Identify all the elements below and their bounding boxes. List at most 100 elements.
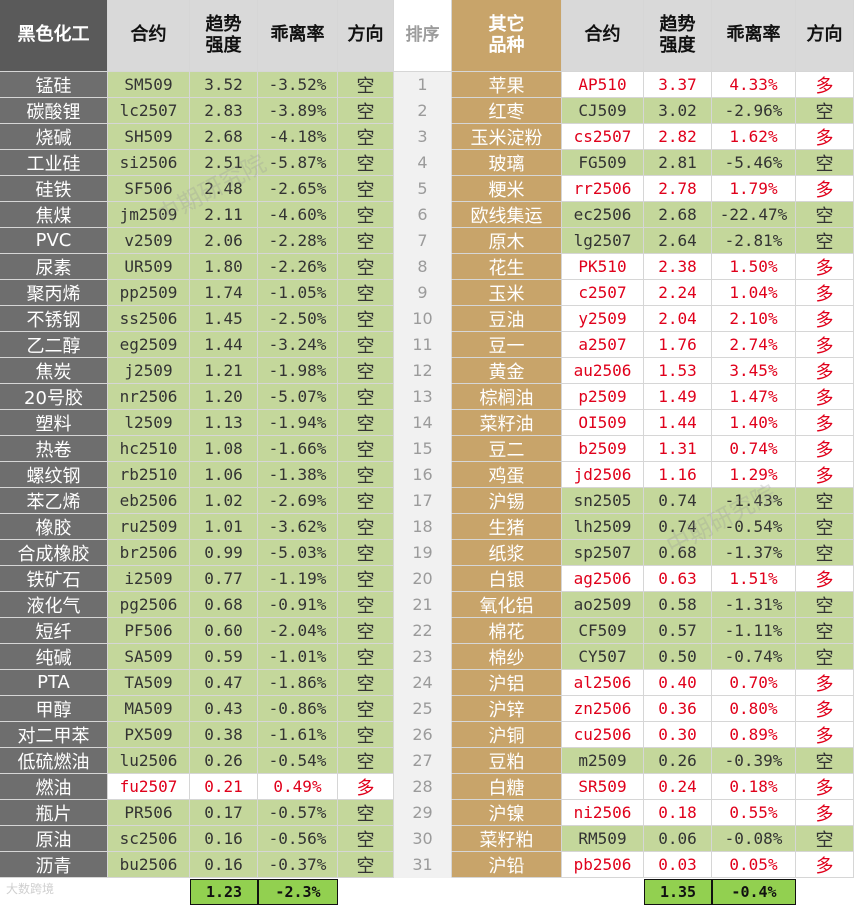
right-direction: 多 bbox=[796, 358, 854, 384]
rank-number: 1 bbox=[394, 72, 452, 98]
left-deviation-rate: -0.86% bbox=[258, 696, 338, 722]
footer-right-avg-deviation: -0.4% bbox=[712, 879, 796, 905]
right-product-name: 白银 bbox=[452, 566, 562, 592]
left-deviation-rate: -4.60% bbox=[258, 202, 338, 228]
left-deviation-rate: -1.86% bbox=[258, 670, 338, 696]
left-contract-code: fu2507 bbox=[108, 774, 190, 800]
right-deviation-rate: 1.51% bbox=[712, 566, 796, 592]
left-trend-strength: 1.02 bbox=[190, 488, 258, 514]
right-direction: 多 bbox=[796, 332, 854, 358]
left-trend-strength: 1.01 bbox=[190, 514, 258, 540]
left-trend-strength: 1.45 bbox=[190, 306, 258, 332]
left-deviation-rate: -0.56% bbox=[258, 826, 338, 852]
right-trend-strength: 1.53 bbox=[644, 358, 712, 384]
right-contract-code: c2507 bbox=[562, 280, 644, 306]
left-contract-code: PR506 bbox=[108, 800, 190, 826]
left-product-name: 焦炭 bbox=[0, 358, 108, 384]
left-direction: 空 bbox=[338, 540, 394, 566]
right-product-name: 花生 bbox=[452, 254, 562, 280]
right-direction: 空 bbox=[796, 150, 854, 176]
right-trend-strength: 0.74 bbox=[644, 488, 712, 514]
right-deviation-rate: 0.70% bbox=[712, 670, 796, 696]
left-direction: 空 bbox=[338, 280, 394, 306]
rank-number: 27 bbox=[394, 748, 452, 774]
left-contract-code: MA509 bbox=[108, 696, 190, 722]
right-direction: 空 bbox=[796, 202, 854, 228]
rank-number: 9 bbox=[394, 280, 452, 306]
right-product-name: 黄金 bbox=[452, 358, 562, 384]
right-trend-strength: 0.50 bbox=[644, 644, 712, 670]
right-contract-code: ni2506 bbox=[562, 800, 644, 826]
header-direction-left: 方向 bbox=[338, 0, 394, 72]
right-deviation-rate: 1.79% bbox=[712, 176, 796, 202]
right-deviation-rate: -1.31% bbox=[712, 592, 796, 618]
left-contract-code: sc2506 bbox=[108, 826, 190, 852]
left-product-name: 橡胶 bbox=[0, 514, 108, 540]
right-direction: 多 bbox=[796, 774, 854, 800]
left-deviation-rate: -2.69% bbox=[258, 488, 338, 514]
right-deviation-rate: -0.54% bbox=[712, 514, 796, 540]
right-trend-strength: 0.06 bbox=[644, 826, 712, 852]
right-product-name: 豆一 bbox=[452, 332, 562, 358]
left-direction: 空 bbox=[338, 436, 394, 462]
right-direction: 多 bbox=[796, 696, 854, 722]
right-trend-strength: 1.31 bbox=[644, 436, 712, 462]
right-deviation-rate: 0.55% bbox=[712, 800, 796, 826]
header-strength-right-line1: 趋势 bbox=[659, 13, 696, 35]
left-trend-strength: 1.13 bbox=[190, 410, 258, 436]
right-trend-strength: 1.16 bbox=[644, 462, 712, 488]
left-direction: 空 bbox=[338, 124, 394, 150]
rank-number: 14 bbox=[394, 410, 452, 436]
left-direction: 空 bbox=[338, 176, 394, 202]
left-direction: 空 bbox=[338, 306, 394, 332]
right-trend-strength: 0.24 bbox=[644, 774, 712, 800]
left-deviation-rate: -5.03% bbox=[258, 540, 338, 566]
rank-number: 20 bbox=[394, 566, 452, 592]
left-direction: 空 bbox=[338, 202, 394, 228]
left-trend-strength: 1.20 bbox=[190, 384, 258, 410]
right-deviation-rate: -0.08% bbox=[712, 826, 796, 852]
left-product-name: 工业硅 bbox=[0, 150, 108, 176]
right-trend-strength: 2.81 bbox=[644, 150, 712, 176]
left-trend-strength: 1.44 bbox=[190, 332, 258, 358]
left-deviation-rate: -1.66% bbox=[258, 436, 338, 462]
left-trend-strength: 1.80 bbox=[190, 254, 258, 280]
right-contract-code: al2506 bbox=[562, 670, 644, 696]
right-deviation-rate: 0.89% bbox=[712, 722, 796, 748]
right-direction: 多 bbox=[796, 436, 854, 462]
right-deviation-rate: 1.40% bbox=[712, 410, 796, 436]
header-strength-left-line2: 强度 bbox=[205, 34, 242, 56]
left-contract-code: si2506 bbox=[108, 150, 190, 176]
right-direction: 空 bbox=[796, 592, 854, 618]
right-trend-strength: 0.63 bbox=[644, 566, 712, 592]
right-direction: 多 bbox=[796, 566, 854, 592]
right-product-name: 菜籽粕 bbox=[452, 826, 562, 852]
right-contract-code: a2507 bbox=[562, 332, 644, 358]
left-trend-strength: 3.52 bbox=[190, 72, 258, 98]
right-product-name: 沪锡 bbox=[452, 488, 562, 514]
rank-number: 29 bbox=[394, 800, 452, 826]
right-product-name: 豆粕 bbox=[452, 748, 562, 774]
left-direction: 空 bbox=[338, 254, 394, 280]
left-product-name: 不锈钢 bbox=[0, 306, 108, 332]
left-contract-code: TA509 bbox=[108, 670, 190, 696]
left-deviation-rate: -4.18% bbox=[258, 124, 338, 150]
left-product-name: 液化气 bbox=[0, 592, 108, 618]
right-product-name: 玉米淀粉 bbox=[452, 124, 562, 150]
right-contract-code: jd2506 bbox=[562, 462, 644, 488]
right-trend-strength: 0.26 bbox=[644, 748, 712, 774]
right-trend-strength: 2.04 bbox=[644, 306, 712, 332]
rank-number: 16 bbox=[394, 462, 452, 488]
left-deviation-rate: -1.94% bbox=[258, 410, 338, 436]
rank-number: 26 bbox=[394, 722, 452, 748]
left-trend-strength: 0.17 bbox=[190, 800, 258, 826]
right-product-name: 沪锌 bbox=[452, 696, 562, 722]
left-contract-code: br2506 bbox=[108, 540, 190, 566]
rank-number: 2 bbox=[394, 98, 452, 124]
left-contract-code: eg2509 bbox=[108, 332, 190, 358]
left-trend-strength: 0.26 bbox=[190, 748, 258, 774]
right-product-name: 纸浆 bbox=[452, 540, 562, 566]
left-product-name: 烧碱 bbox=[0, 124, 108, 150]
logo-text: 大数跨境 bbox=[6, 882, 55, 896]
right-direction: 空 bbox=[796, 488, 854, 514]
